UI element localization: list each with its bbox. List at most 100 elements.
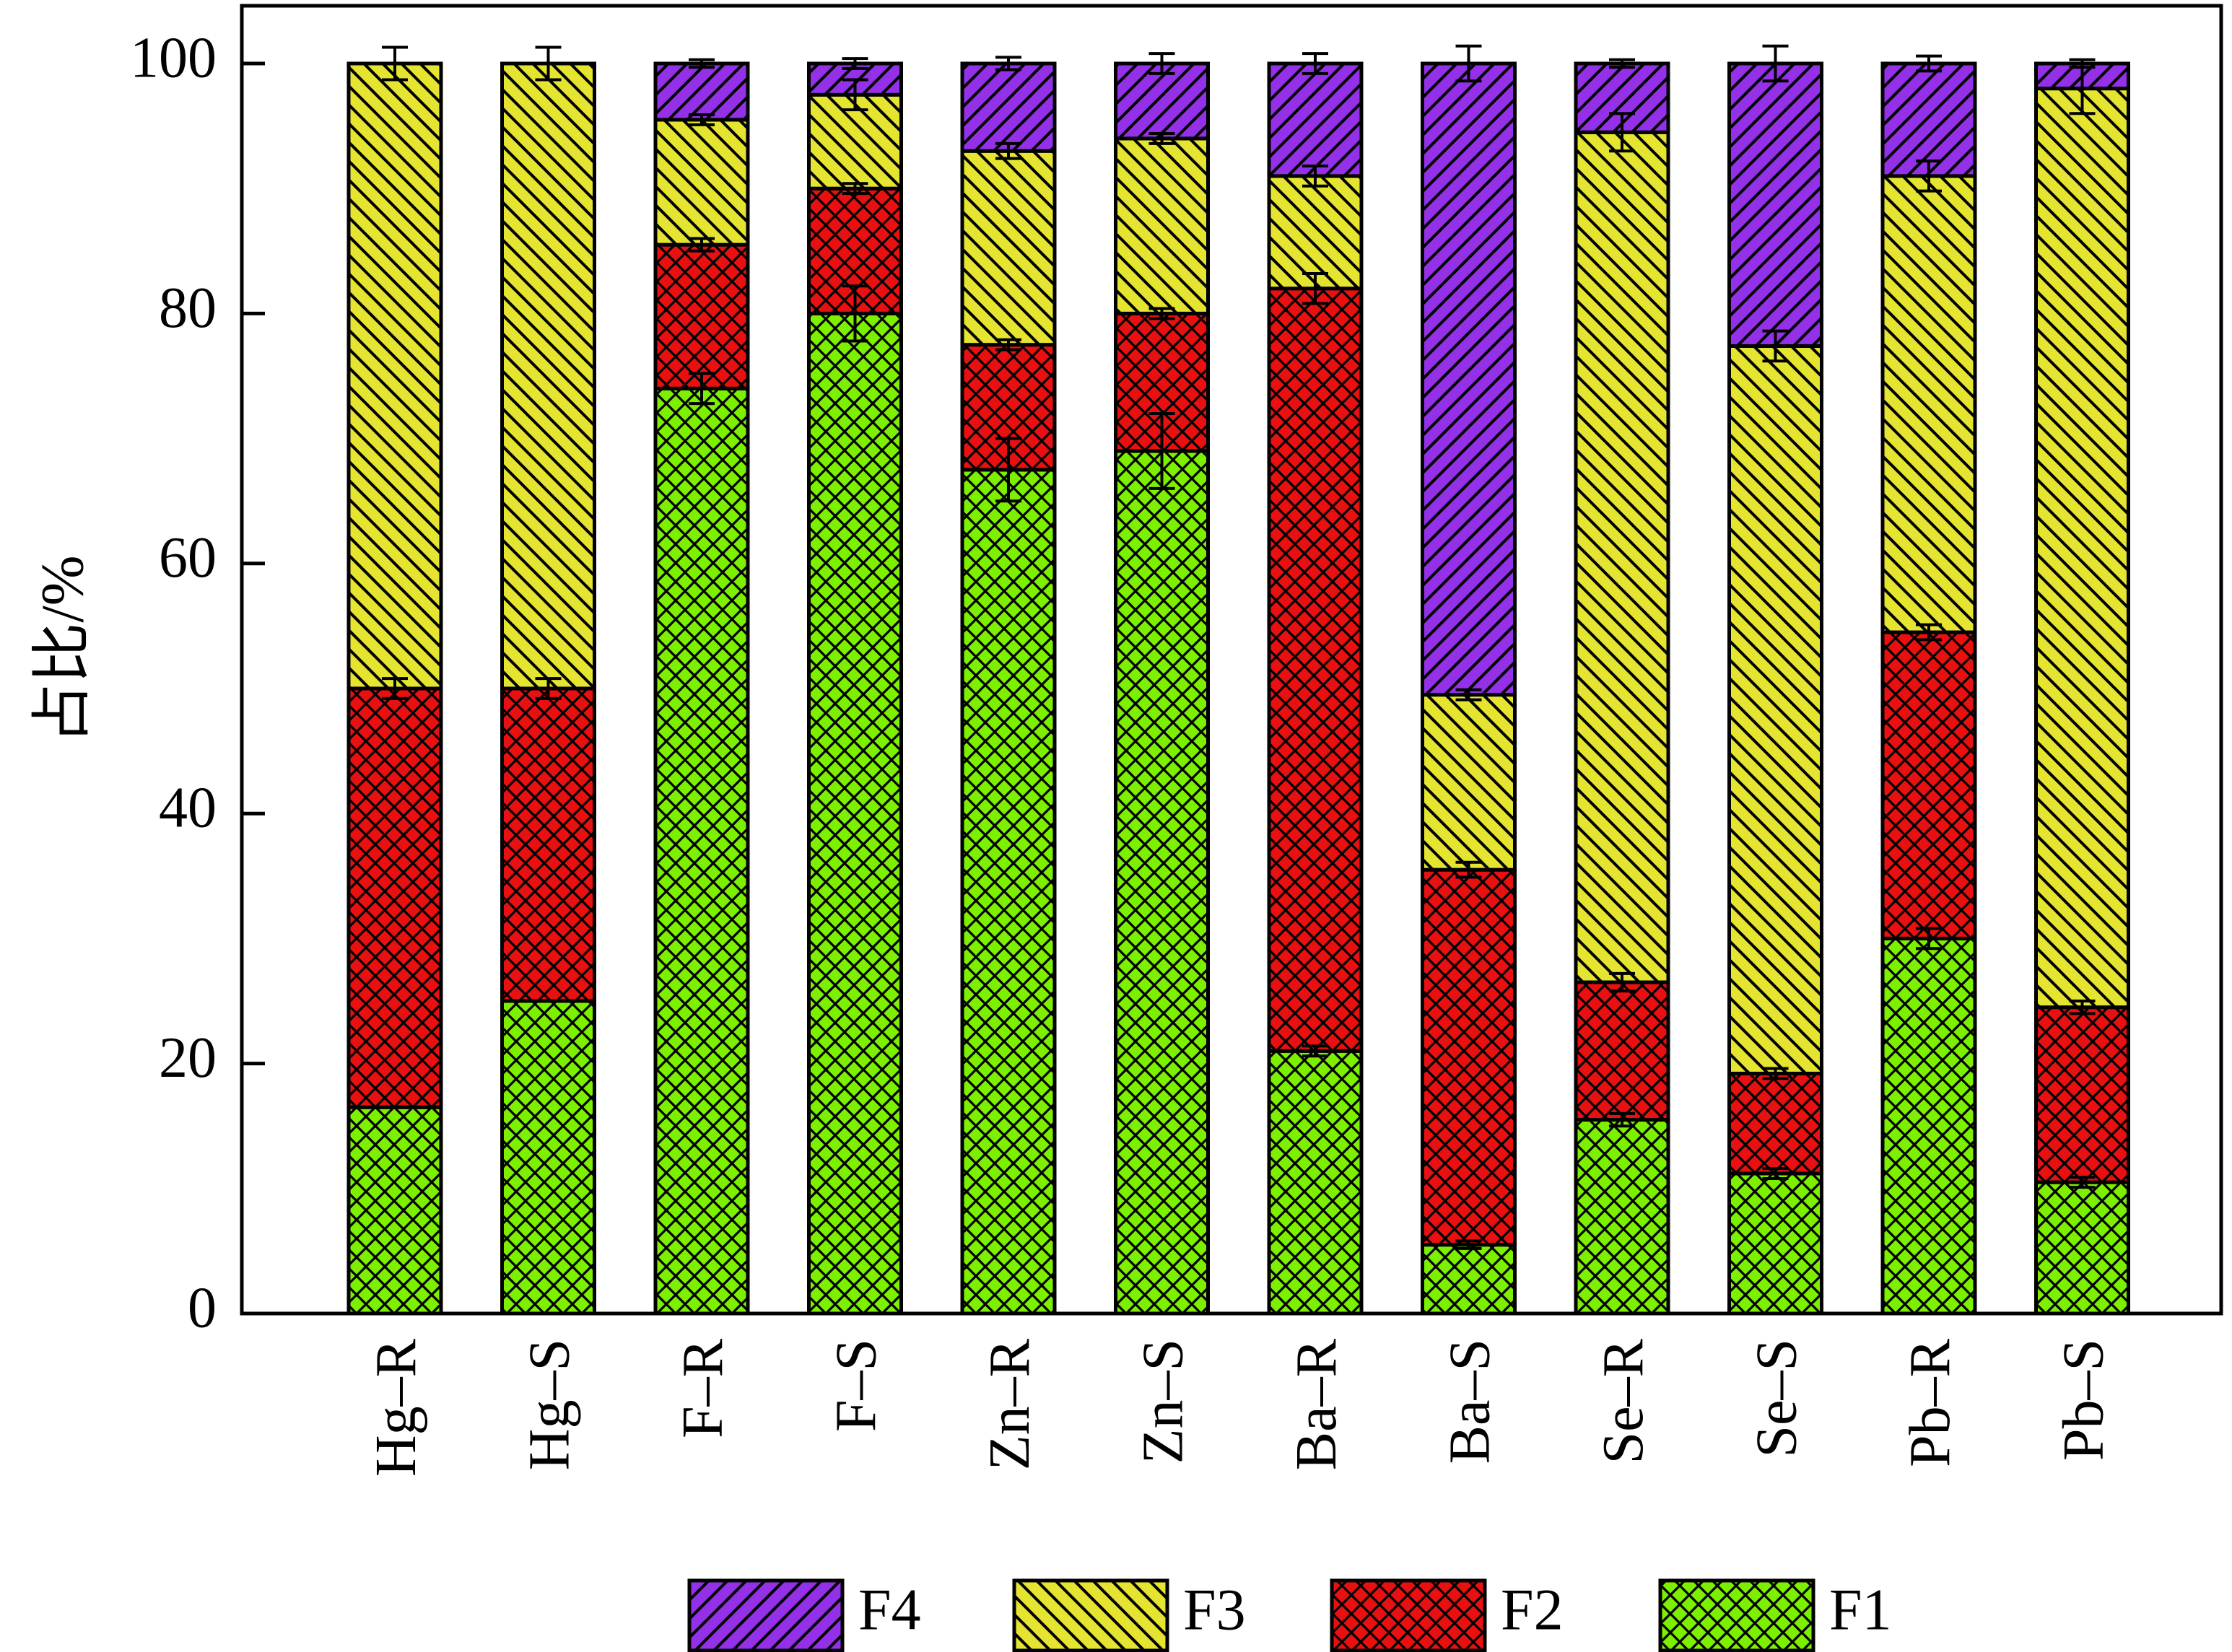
error-bar-F1-5 bbox=[1148, 411, 1175, 490]
x-axis-labels: Hg–R Hg–S F–R F–S Zn–R Zn–S Ba–R Ba–S Se–R Se–S Pb… bbox=[365, 1338, 2116, 1477]
bar-F1-8 bbox=[1574, 1118, 1670, 1316]
legend-item-F1: F1 bbox=[1658, 1576, 1892, 1652]
bar-F3-6 bbox=[1267, 174, 1364, 291]
legend-label-F3: F3 bbox=[1183, 1576, 1246, 1642]
legend-swatch-F4 bbox=[687, 1578, 845, 1652]
bar-F1-3 bbox=[807, 311, 903, 1316]
y-tick-label-60: 60 bbox=[159, 526, 217, 590]
error-bar-F4-7 bbox=[1455, 44, 1482, 83]
bar-F4-7 bbox=[1421, 61, 1517, 697]
legend-swatch-F2 bbox=[1330, 1578, 1487, 1652]
bar-F2-9 bbox=[1727, 1071, 1823, 1176]
bar-F2-1 bbox=[500, 686, 596, 1003]
bar-F4-9 bbox=[1727, 61, 1823, 348]
error-bar-F3-2 bbox=[689, 113, 715, 126]
bar-F3-11 bbox=[2034, 87, 2130, 1010]
error-bar-F1-6 bbox=[1302, 1044, 1328, 1058]
bar-F3-1 bbox=[500, 61, 596, 691]
error-bar-F2-0 bbox=[382, 677, 408, 700]
bar-F1-9 bbox=[1727, 1171, 1823, 1316]
y-axis: 0 20 40 60 80 100 bbox=[130, 26, 265, 1339]
bar-F1-6 bbox=[1267, 1049, 1364, 1316]
bar-F1-4 bbox=[960, 468, 1057, 1316]
error-bar-F1-8 bbox=[1609, 1111, 1635, 1128]
legend-item-F3: F3 bbox=[1012, 1576, 1246, 1652]
bar-F1-10 bbox=[1880, 936, 1977, 1316]
error-bar-F4-3 bbox=[842, 57, 868, 70]
error-bar-F3-9 bbox=[1762, 329, 1789, 363]
error-bar-F3-5 bbox=[1148, 131, 1175, 145]
plot-frame bbox=[240, 4, 2223, 1316]
bar-F1-1 bbox=[500, 999, 596, 1316]
bar-F2-10 bbox=[1880, 630, 1977, 940]
bar-F4-4 bbox=[960, 61, 1057, 153]
error-bar-F4-9 bbox=[1762, 44, 1789, 83]
bar-F3-8 bbox=[1574, 130, 1670, 984]
legend: F4 F3 F2 F1 bbox=[687, 1576, 1892, 1652]
error-bar-F4-1 bbox=[535, 45, 562, 82]
y-tick-label-20: 20 bbox=[159, 1026, 217, 1090]
bar-F1-5 bbox=[1114, 449, 1210, 1316]
error-bar-F4-6 bbox=[1302, 52, 1328, 75]
error-bar-F2-1 bbox=[535, 677, 562, 700]
bar-F2-2 bbox=[653, 242, 750, 390]
error-bar-F4-5 bbox=[1148, 52, 1175, 75]
error-bar-F1-2 bbox=[689, 372, 715, 406]
error-bar-F3-4 bbox=[995, 141, 1021, 160]
error-bar-F4-2 bbox=[689, 58, 715, 69]
y-tick-label-80: 80 bbox=[159, 276, 217, 340]
x-tick-label: F–R bbox=[671, 1338, 735, 1438]
bar-F2-7 bbox=[1421, 867, 1517, 1247]
x-tick-label: Zn–S bbox=[1132, 1339, 1195, 1464]
error-bar-F1-9 bbox=[1762, 1167, 1789, 1180]
bar-F2-11 bbox=[2034, 1005, 2130, 1184]
error-bar-F2-6 bbox=[1302, 271, 1328, 305]
bar-F3-5 bbox=[1114, 136, 1210, 315]
bar-F3-7 bbox=[1421, 693, 1517, 872]
y-tick-label-0: 0 bbox=[188, 1276, 217, 1339]
bar-F4-6 bbox=[1267, 61, 1364, 178]
error-bar-F1-3 bbox=[842, 284, 868, 343]
error-bar-F3-3 bbox=[842, 78, 868, 112]
bar-F3-10 bbox=[1880, 174, 1977, 634]
error-bar-F4-11 bbox=[2069, 58, 2096, 69]
error-bar-F2-5 bbox=[1148, 307, 1175, 320]
x-tick-label: Se–R bbox=[1592, 1338, 1655, 1464]
error-bar-F1-11 bbox=[2069, 1176, 2096, 1189]
x-tick-label: Hg–R bbox=[365, 1338, 428, 1477]
legend-item-F2: F2 bbox=[1330, 1576, 1564, 1652]
error-bar-F3-7 bbox=[1455, 688, 1482, 702]
x-tick-label: Zn–R bbox=[978, 1338, 1042, 1470]
error-bar-F3-6 bbox=[1302, 165, 1328, 188]
error-bar-F4-0 bbox=[382, 45, 408, 82]
error-bar-F2-8 bbox=[1609, 971, 1635, 993]
bar-F1-2 bbox=[653, 386, 750, 1316]
bars-group bbox=[346, 61, 2130, 1316]
error-bar-F1-4 bbox=[995, 437, 1021, 503]
bar-F1-7 bbox=[1421, 1243, 1517, 1316]
error-bar-F2-9 bbox=[1762, 1067, 1789, 1080]
error-bar-F4-4 bbox=[995, 56, 1021, 71]
bar-F3-2 bbox=[653, 118, 750, 247]
error-bar-F1-7 bbox=[1455, 1239, 1482, 1250]
x-tick-label: Ba–S bbox=[1439, 1339, 1502, 1464]
bar-F2-0 bbox=[346, 686, 443, 1109]
error-bar-F2-11 bbox=[2069, 1000, 2096, 1015]
bar-F4-10 bbox=[1880, 61, 1977, 178]
legend-label-F4: F4 bbox=[858, 1576, 921, 1642]
bar-F3-4 bbox=[960, 149, 1057, 347]
error-bar-F2-10 bbox=[1916, 623, 1942, 642]
bar-F3-9 bbox=[1727, 344, 1823, 1075]
y-axis-title: 占比/% bbox=[29, 555, 96, 743]
error-bars-group bbox=[382, 44, 2096, 1250]
x-tick-label: Pb–R bbox=[1898, 1338, 1962, 1467]
error-bar-F2-2 bbox=[689, 237, 715, 253]
error-bar-F4-8 bbox=[1609, 58, 1635, 69]
x-tick-label: Pb–S bbox=[2052, 1339, 2116, 1461]
bar-F1-11 bbox=[2034, 1180, 2130, 1316]
bar-F1-0 bbox=[346, 1105, 443, 1316]
legend-item-F4: F4 bbox=[687, 1576, 921, 1652]
error-bar-F4-10 bbox=[1916, 54, 1942, 73]
y-tick-label-100: 100 bbox=[130, 26, 217, 89]
